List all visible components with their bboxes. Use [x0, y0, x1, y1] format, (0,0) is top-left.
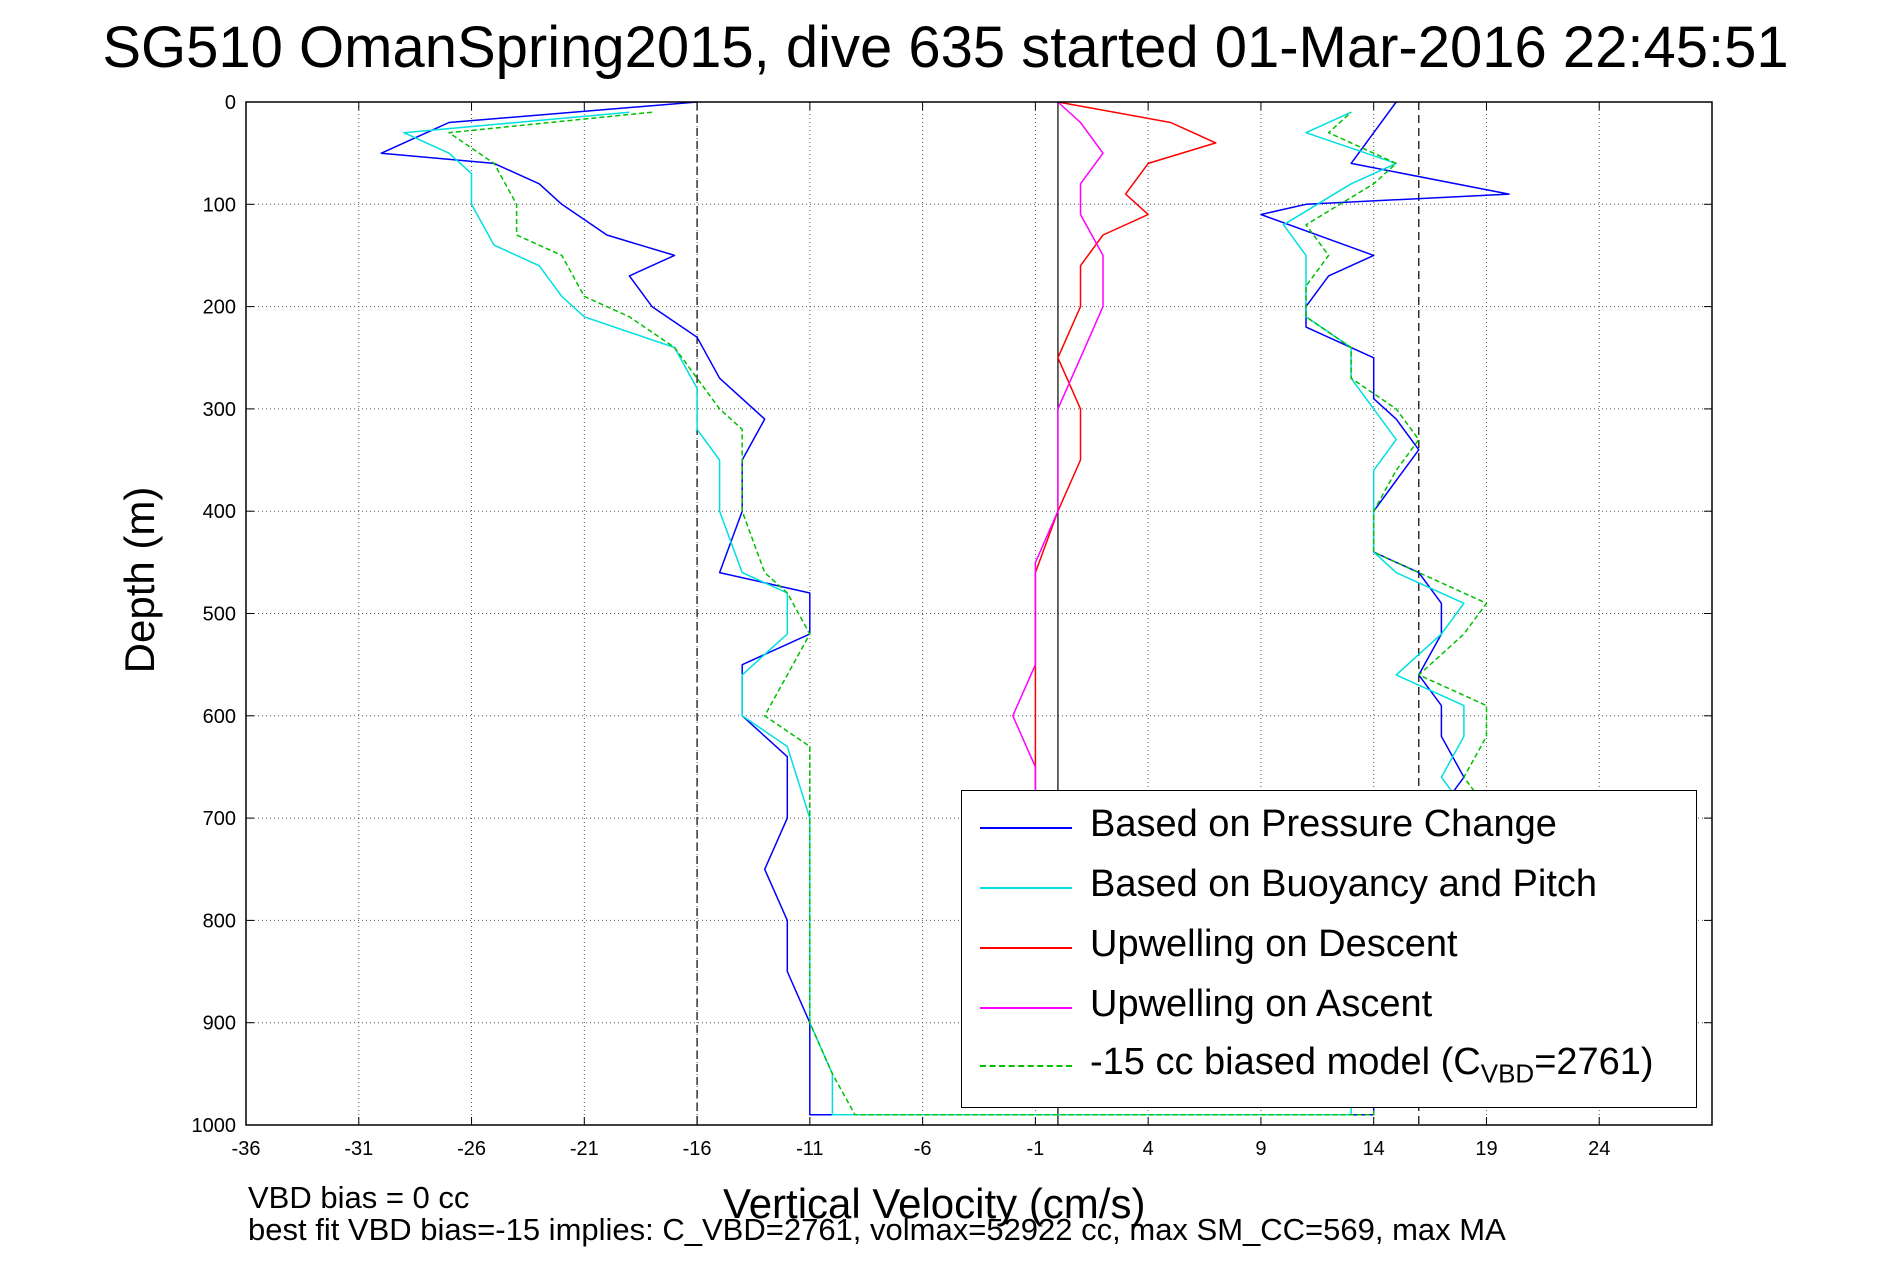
x-tick-label: 19	[1475, 1138, 1497, 1160]
x-tick-label: -36	[232, 1138, 261, 1160]
legend: Based on Pressure Change Based on Buoyan…	[961, 790, 1697, 1108]
y-tick-labels: 0 100 200 300 400 500 600 700 800 900 1000	[192, 92, 237, 1137]
y-tick-label: 800	[203, 910, 236, 932]
legend-label: Based on Buoyancy and Pitch	[1090, 863, 1598, 905]
y-tick-label: 0	[225, 92, 236, 114]
tick-marks	[245, 101, 1712, 1126]
x-tick-label: -11	[796, 1138, 823, 1160]
legend-swatch	[980, 947, 1072, 949]
series-line-3	[1012, 101, 1104, 819]
y-tick-label: 100	[203, 194, 236, 216]
x-tick-label: 9	[1255, 1138, 1266, 1160]
legend-item-descent: Upwelling on Descent	[980, 919, 1680, 975]
x-tick-label: -31	[344, 1138, 373, 1160]
legend-label: Based on Pressure Change	[1090, 803, 1557, 845]
y-tick-label: 600	[203, 706, 236, 728]
x-tick-labels: -36 -31 -26 -21 -16 -11 -6 -1 4 9 14 19 24	[232, 1138, 1611, 1160]
x-tick-label: 4	[1143, 1138, 1154, 1160]
vbd-bias-note: VBD bias = 0 cc	[248, 1180, 470, 1215]
series-line-4	[448, 111, 1488, 1116]
x-tick-label: 24	[1588, 1138, 1610, 1160]
series-line-2	[1034, 101, 1217, 819]
x-tick-label: -16	[683, 1138, 712, 1160]
x-tick-label: -26	[457, 1138, 486, 1160]
legend-label: -15 cc biased model (CVBD=2761)	[1090, 1041, 1654, 1089]
x-tick-label: -1	[1026, 1138, 1044, 1160]
x-tick-label: 14	[1363, 1138, 1385, 1160]
legend-swatch	[980, 1065, 1072, 1067]
y-tick-label: 700	[203, 808, 236, 830]
y-tick-label: 1000	[192, 1115, 237, 1137]
legend-label: Upwelling on Ascent	[1090, 983, 1433, 1025]
legend-item-ascent: Upwelling on Ascent	[980, 979, 1680, 1035]
legend-item-pressure: Based on Pressure Change	[980, 799, 1680, 855]
legend-item-buoyancy: Based on Buoyancy and Pitch	[980, 859, 1680, 915]
y-tick-label: 500	[203, 604, 236, 626]
x-axis-label: Vertical Velocity (cm/s)	[723, 1180, 1146, 1227]
legend-label: Upwelling on Descent	[1090, 923, 1458, 965]
y-axis-label: Depth (m)	[116, 486, 163, 674]
legend-item-biased-model: -15 cc biased model (CVBD=2761)	[980, 1037, 1680, 1093]
y-tick-label: 400	[203, 501, 236, 523]
legend-swatch	[980, 1007, 1072, 1009]
chart-title: SG510 OmanSpring2015, dive 635 started 0…	[102, 15, 1789, 80]
x-tick-label: -21	[570, 1138, 599, 1160]
x-tick-label: -6	[914, 1138, 932, 1160]
y-tick-label: 900	[203, 1013, 236, 1035]
legend-swatch	[980, 887, 1072, 889]
legend-swatch	[980, 827, 1072, 829]
best-fit-note: best fit VBD bias=-15 implies: C_VBD=276…	[248, 1212, 1506, 1247]
y-tick-label: 300	[203, 399, 236, 421]
y-tick-label: 200	[203, 297, 236, 319]
